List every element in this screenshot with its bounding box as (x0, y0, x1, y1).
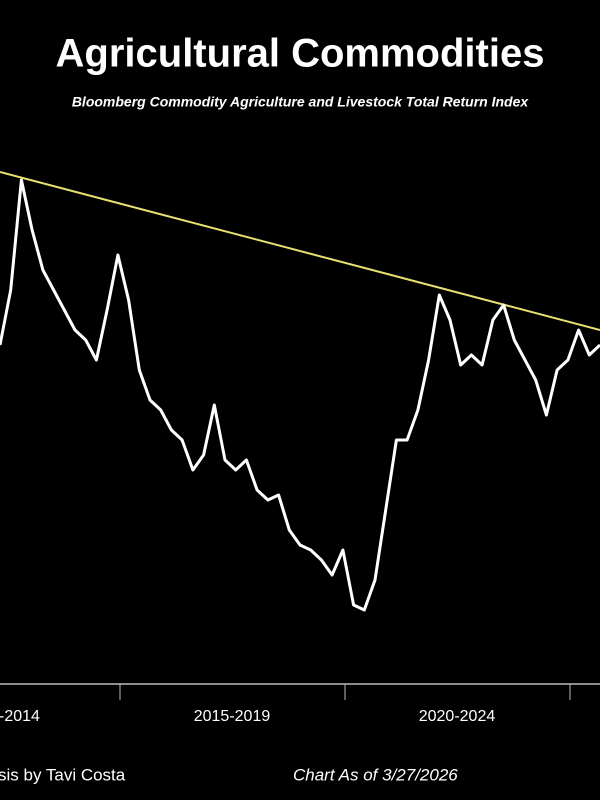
chart-subtitle: Bloomberg Commodity Agriculture and Live… (72, 94, 530, 110)
footer-left: sis by Tavi Costa (0, 765, 126, 784)
x-tick-label: 2020-2024 (419, 708, 496, 725)
trendline (0, 171, 600, 331)
x-tick-label: 0-2014 (0, 708, 40, 725)
x-tick-label: 2015-2019 (194, 708, 271, 725)
chart-title: Agricultural Commodities (56, 32, 545, 76)
footer-right: Chart As of 3/27/2026 (293, 765, 458, 784)
index-line (0, 178, 600, 612)
